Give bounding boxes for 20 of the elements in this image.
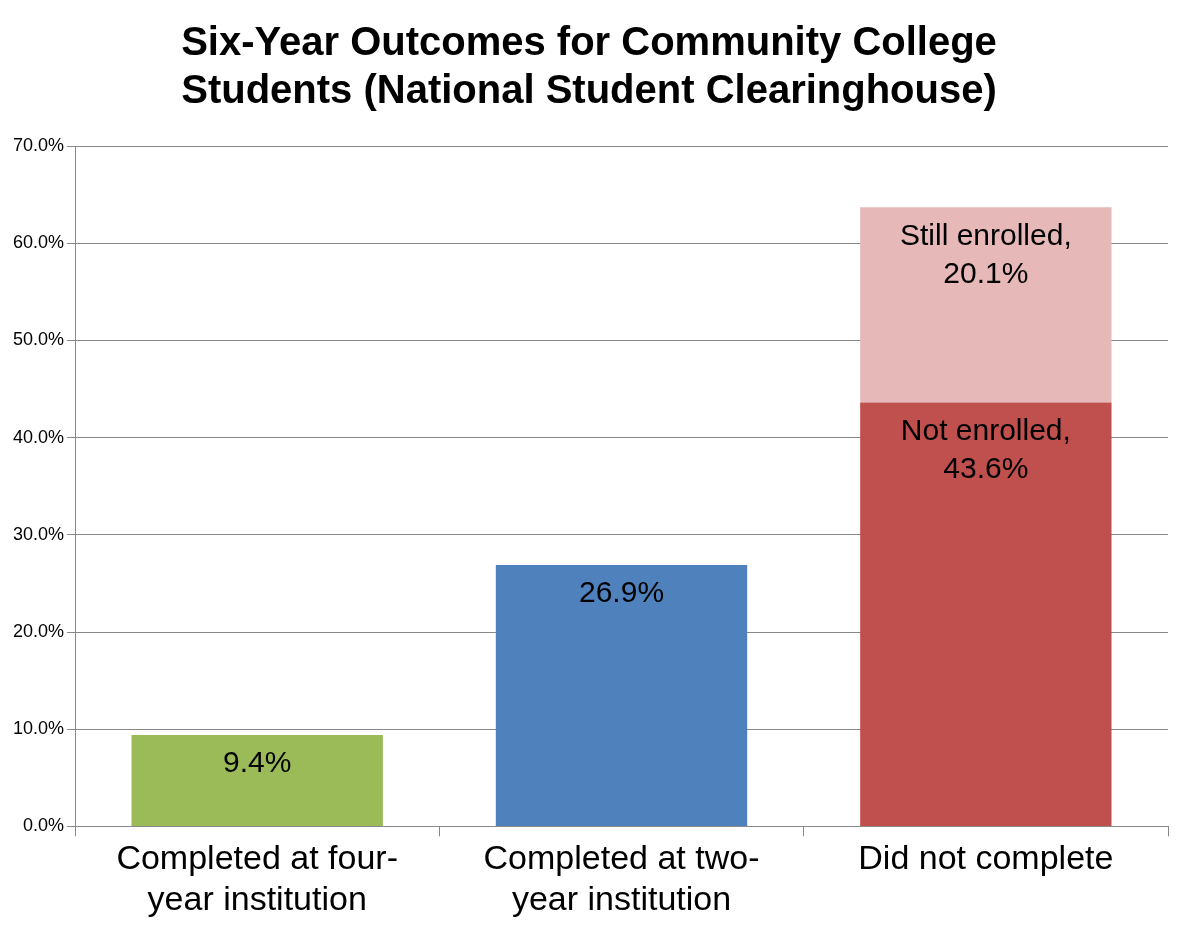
y-tick-label: 40.0% [12,426,65,447]
bar [860,207,1112,403]
y-tick-label: 10.0% [12,718,65,739]
y-tick-label: 50.0% [12,329,65,350]
bar [495,564,748,826]
data-label: 26.9% [578,575,665,609]
chart-title: Six-Year Outcomes for Community College Students (National Student Clearinghouse) [181,19,997,112]
y-tick-label: 30.0% [12,523,65,544]
y-tick-label: 20.0% [12,620,65,641]
x-tick-label: Completed at four-year institution [116,838,398,917]
bar [860,402,1112,826]
x-tick-label: Completed at two-year institution [483,838,760,917]
data-label: 9.4% [223,745,292,779]
y-tick-label: 70.0% [12,134,65,155]
y-tick-label: 0.0% [23,815,65,836]
x-tick-label: Did not complete [858,838,1114,877]
data-label: Still enrolled, 20.1% [899,217,1072,289]
bar [131,735,383,826]
y-tick-label: 60.0% [12,232,65,253]
data-label: Not enrolled, 43.6% [900,412,1071,484]
